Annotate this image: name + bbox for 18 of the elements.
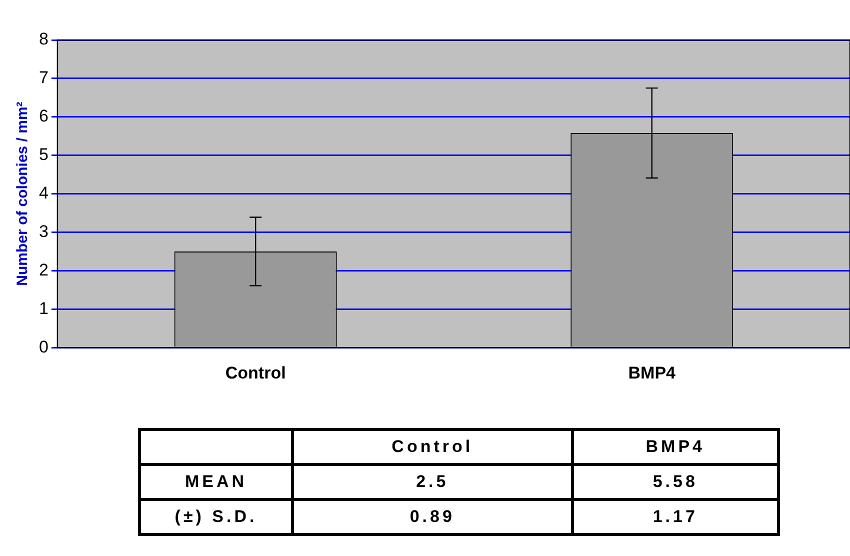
data-label: 2.5 <box>292 464 572 500</box>
y-tick-label: 3 <box>38 222 48 241</box>
y-tick-label: 4 <box>38 183 48 202</box>
y-tick-label: 2 <box>38 260 48 280</box>
text: (±) S.D. <box>140 500 292 534</box>
text: 1.17 <box>572 500 778 534</box>
y-tick-label: 7 <box>38 68 48 88</box>
y-tick-label: 8 <box>38 30 48 49</box>
category-label: BMP4 <box>646 437 705 456</box>
y-tick-label: 1 <box>38 298 48 318</box>
data-label: 5.58 <box>572 464 778 500</box>
y-tick-label: 0 <box>38 337 48 356</box>
y-tick-label: 6 <box>38 106 48 126</box>
text: 0.89 <box>292 500 572 534</box>
y-tick-label: 5 <box>38 145 48 164</box>
y-axis-title: Number of colonies / mm² <box>14 102 32 286</box>
category-label: Control <box>392 437 474 456</box>
text: MEAN <box>140 464 292 500</box>
